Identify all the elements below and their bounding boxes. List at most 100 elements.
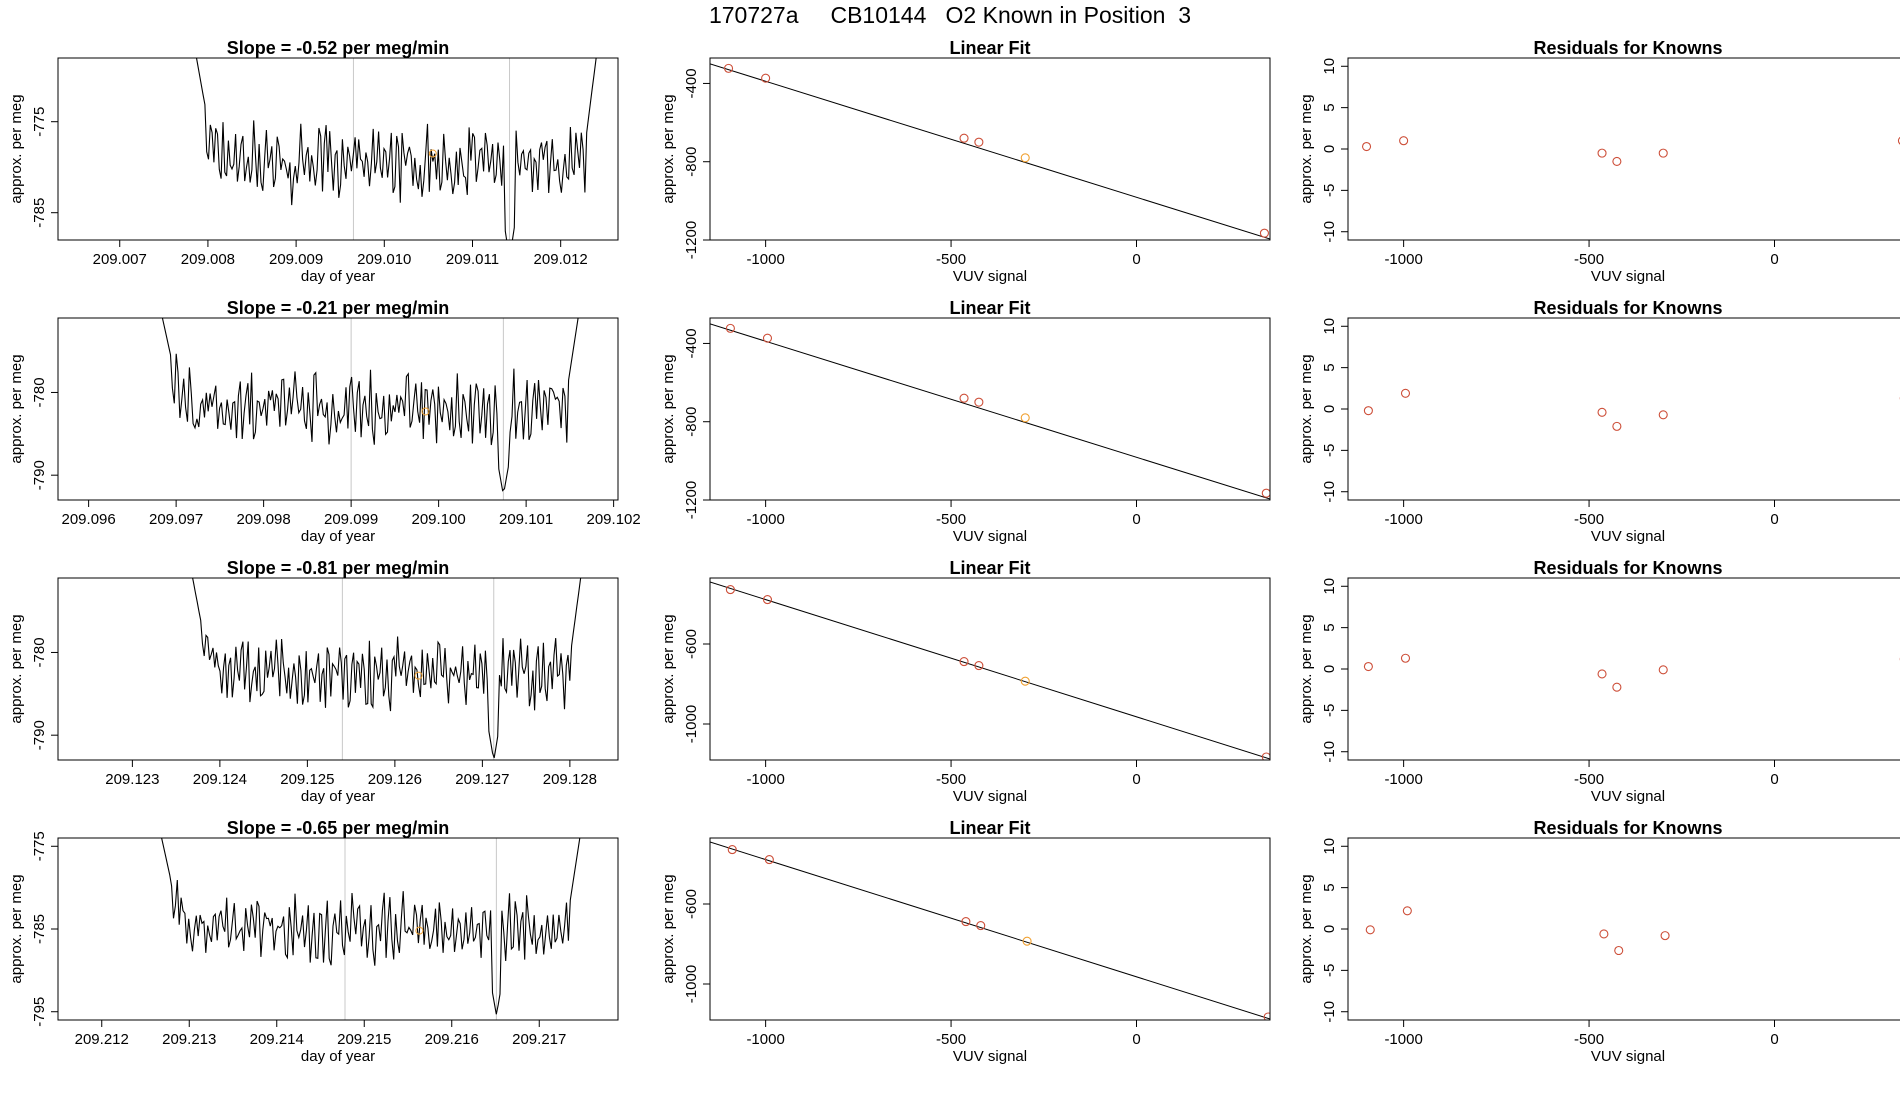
data-point [1658, 410, 1668, 420]
x-tick-label: -1000 [1384, 771, 1422, 788]
x-tick-label: 209.123 [105, 771, 159, 788]
data-point [1259, 228, 1269, 238]
data-point [1658, 148, 1668, 158]
data-point [1022, 936, 1032, 946]
y-tick-label: 5 [1321, 883, 1338, 891]
y-tick-label: -600 [683, 629, 700, 659]
y-tick-label: -5 [1321, 444, 1338, 457]
y-axis-label: approx. per meg [660, 874, 677, 983]
y-axis-label: approx. per meg [8, 354, 25, 463]
data-trace [161, 838, 581, 1015]
x-tick-label: -1000 [746, 1031, 784, 1048]
panel-3-3: Residuals for Knowns -1000 -500 0 VUV signal… [1298, 558, 1900, 805]
panel-title: Residuals for Knowns [1533, 38, 1722, 58]
x-tick-label: 209.102 [587, 511, 641, 528]
data-point [1402, 906, 1412, 916]
plot-frame [709, 577, 1271, 761]
data-point [1897, 136, 1900, 145]
x-tick-label: 209.096 [62, 511, 116, 528]
y-tick-label: -785 [31, 198, 48, 228]
plot-area [710, 841, 1270, 1020]
y-tick-label: 0 [1321, 665, 1338, 673]
plot-frame [1347, 837, 1900, 1021]
panel-3-1: Slope = -0.81 per meg/min 209.123 209.124 2… [8, 558, 619, 805]
x-tick-label: 209.124 [193, 771, 247, 788]
plot-area [710, 323, 1270, 500]
data-point [1660, 931, 1670, 941]
y-tick-label: -800 [683, 147, 700, 177]
x-tick-label: 0 [1770, 511, 1778, 528]
x-tick-label: -500 [1574, 771, 1604, 788]
data-point [1363, 406, 1373, 416]
y-tick-label: 5 [1321, 363, 1338, 371]
x-tick-label: -500 [936, 1031, 966, 1048]
x-tick-label: -500 [1574, 511, 1604, 528]
y-axis-label: approx. per meg [8, 614, 25, 723]
panel-2-1: Slope = -0.21 per meg/min 209.096 209.097 2… [8, 298, 641, 545]
plot-area [710, 581, 1270, 760]
y-tick-label: -5 [1321, 964, 1338, 977]
panel-title: Linear Fit [949, 818, 1030, 838]
x-axis-label: VUV signal [953, 1048, 1027, 1065]
x-tick-label: 209.127 [455, 771, 509, 788]
panel-1-1: Slope = -0.52 per meg/min 209.007 209.008 2… [8, 38, 619, 285]
data-point [727, 845, 737, 855]
x-tick-label: 0 [1132, 771, 1140, 788]
panel-1-3: Residuals for Knowns -1000 -500 0 VUV signal… [1298, 38, 1900, 285]
plot-frame [57, 577, 619, 761]
plot-area [1363, 388, 1900, 431]
y-tick-label: -10 [1321, 741, 1338, 763]
data-point [1020, 413, 1030, 423]
data-point [1612, 682, 1622, 692]
data-point [1365, 925, 1375, 935]
plot-frame [1347, 577, 1900, 761]
data-point [1399, 136, 1409, 146]
y-tick-label: -785 [31, 914, 48, 944]
known-marker [421, 407, 430, 416]
x-tick-label: 209.214 [250, 1031, 304, 1048]
y-tick-label: -790 [31, 720, 48, 750]
plot-area [195, 58, 597, 240]
x-tick-label: -500 [1574, 251, 1604, 268]
x-tick-label: 209.128 [543, 771, 597, 788]
known-marker [428, 149, 437, 158]
y-axis-label: approx. per meg [1298, 354, 1315, 463]
panel-1-2: Linear Fit -1000 -500 0 VUV signal -400 -800 -1… [660, 38, 1271, 285]
x-axis-label: VUV signal [1591, 528, 1665, 545]
data-point [1263, 1012, 1270, 1020]
y-tick-label: 5 [1321, 623, 1338, 631]
x-tick-label: 0 [1770, 1031, 1778, 1048]
x-tick-label: 209.008 [181, 251, 235, 268]
y-tick-label: -780 [31, 377, 48, 407]
x-tick-label: 0 [1132, 251, 1140, 268]
data-point [1597, 148, 1607, 158]
data-trace [192, 578, 582, 759]
x-tick-label: 209.213 [162, 1031, 216, 1048]
data-point [1597, 407, 1607, 417]
plot-frame [57, 317, 619, 501]
x-tick-label: -500 [936, 251, 966, 268]
y-tick-label: 5 [1321, 103, 1338, 111]
data-point [959, 393, 969, 403]
y-tick-label: 10 [1321, 318, 1338, 335]
plot-frame [57, 57, 619, 241]
x-tick-label: 209.100 [412, 511, 466, 528]
y-tick-label: -790 [31, 460, 48, 490]
panel-title: Linear Fit [949, 38, 1030, 58]
panel-title: Slope = -0.52 per meg/min [227, 38, 450, 58]
x-tick-label: 209.098 [237, 511, 291, 528]
y-tick-label: -775 [31, 831, 48, 861]
y-tick-label: -5 [1321, 704, 1338, 717]
x-tick-label: 209.126 [368, 771, 422, 788]
panel-title: Residuals for Knowns [1533, 818, 1722, 838]
panel-title: Slope = -0.81 per meg/min [227, 558, 450, 578]
plot-area [1363, 653, 1900, 692]
y-tick-label: -780 [31, 637, 48, 667]
y-tick-label: -775 [31, 107, 48, 137]
y-axis-label: approx. per meg [8, 94, 25, 203]
y-tick-label: -1000 [683, 965, 700, 1003]
data-point [1597, 669, 1607, 679]
y-tick-label: 10 [1321, 578, 1338, 595]
x-axis-label: day of year [301, 1048, 375, 1065]
data-trace [195, 58, 597, 240]
